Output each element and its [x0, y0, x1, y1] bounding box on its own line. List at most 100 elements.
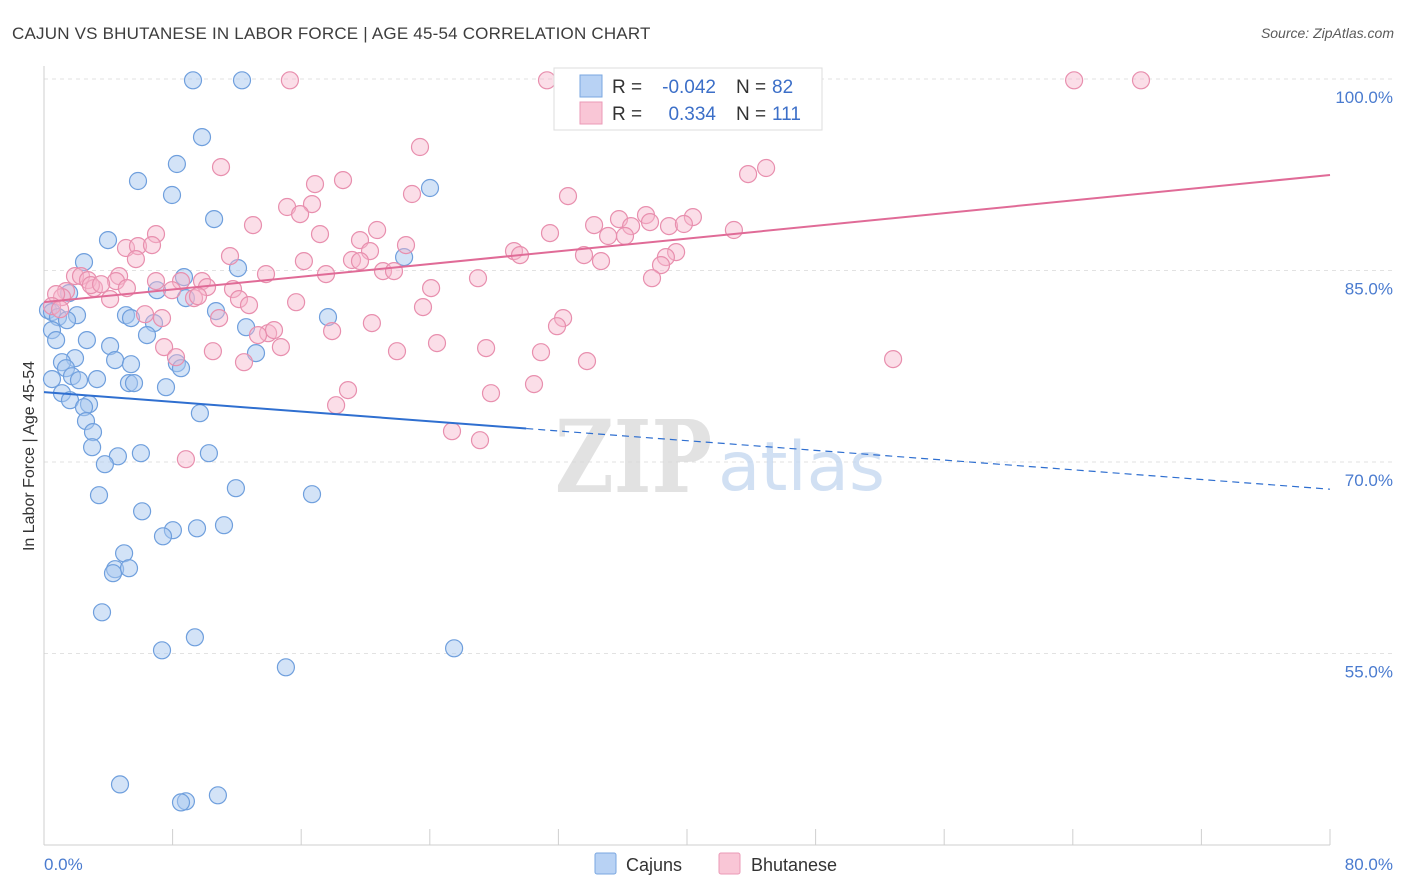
bhutanese-point: [368, 220, 387, 240]
bhutanese-n-value: 111: [772, 104, 801, 125]
bhutanese-point: [220, 247, 240, 266]
bhutanese-point: [362, 314, 381, 333]
bhutanese-point: [100, 290, 120, 309]
bhutanese-point: [323, 322, 342, 341]
cajuns-point: [318, 308, 338, 327]
bhutanese-point: [577, 352, 597, 371]
cajuns-trend-line-extension: [526, 427, 1331, 490]
cajuns-point: [187, 519, 207, 538]
bhutanese-point: [591, 252, 611, 271]
cajuns-trend-line: [43, 391, 527, 430]
bhutanese-point: [211, 158, 231, 177]
bhutanese-point: [243, 216, 263, 235]
bhutanese-point: [674, 214, 694, 234]
bhutanese-point: [210, 309, 229, 328]
bhutanese-point: [1064, 71, 1084, 90]
bhutanese-point: [470, 431, 490, 450]
bhutanese-point: [287, 293, 306, 312]
bhutanese-point: [640, 213, 660, 232]
bhutanese-point: [531, 343, 551, 362]
bhutanese-point: [584, 216, 604, 235]
cajuns-point: [46, 331, 66, 350]
bhutanese-point: [117, 279, 137, 298]
cajuns-point: [57, 311, 77, 330]
bhutanese-point: [248, 326, 268, 345]
cajuns-point: [103, 564, 123, 583]
bhutanese-n-label: N =: [736, 104, 766, 125]
bhutanese-legend-swatch: [718, 852, 741, 875]
bhutanese-point: [350, 252, 370, 271]
y-tick-label: 85.0%: [1345, 280, 1393, 299]
cajuns-point: [246, 344, 266, 363]
cajuns-point: [128, 171, 148, 191]
cajuns-point: [121, 309, 141, 328]
bhutanese-point: [481, 384, 501, 403]
bhutanese-point: [333, 171, 353, 190]
bhutanese-point: [598, 226, 618, 246]
cajuns-point: [69, 371, 89, 390]
cajuns-point: [190, 404, 209, 423]
bhutanese-point: [203, 342, 222, 361]
bhutanese-point: [91, 275, 111, 294]
cajuns-point: [82, 438, 102, 457]
bhutanese-point: [239, 296, 259, 315]
cajuns-point: [420, 178, 440, 198]
cajuns-point: [105, 351, 125, 370]
bhutanese-point: [659, 217, 679, 236]
bhutanese-point: [305, 175, 325, 194]
cajuns-point: [208, 786, 227, 805]
bhutanese-point: [146, 272, 166, 291]
cajuns-point: [199, 444, 218, 463]
y-tick-label: 70.0%: [1345, 471, 1393, 490]
bhutanese-point: [46, 285, 66, 304]
cajuns-point: [74, 253, 94, 272]
bhutanese-point: [442, 422, 462, 441]
cajuns-point: [77, 331, 97, 350]
cajuns-legend-swatch: [594, 852, 617, 875]
bhutanese-point: [574, 246, 594, 265]
cajuns-point: [171, 359, 191, 378]
bhutanese-point: [724, 220, 744, 240]
bhutanese-point: [280, 71, 299, 90]
bhutanese-point: [413, 298, 433, 317]
bhutanese-point: [338, 381, 358, 400]
bhutanese-point: [166, 348, 186, 367]
bhutanese-point: [477, 339, 496, 358]
series-legend: Cajuns Bhutanese: [594, 852, 837, 875]
watermark-zip: ZIP: [555, 398, 712, 516]
bhutanese-point: [410, 137, 430, 157]
bhutanese-point: [387, 342, 407, 361]
cajuns-point: [95, 455, 115, 474]
bhutanese-point: [229, 290, 249, 309]
cajuns-point: [214, 516, 234, 535]
bhutanese-point: [135, 305, 155, 324]
cajuns-point: [131, 444, 150, 463]
bhutanese-point: [468, 269, 488, 288]
bhutanese-point: [294, 252, 313, 271]
cajuns-point: [89, 486, 109, 505]
cajuns-point: [156, 378, 176, 397]
cajuns-points: [38, 71, 464, 812]
bhutanese-point: [234, 353, 254, 372]
cajuns-point: [183, 71, 203, 90]
cajuns-point: [232, 71, 252, 90]
bhutanese-swatch: [579, 101, 603, 125]
bhutanese-point: [1131, 71, 1151, 90]
bhutanese-point: [883, 350, 903, 369]
bhutanese-point: [106, 272, 126, 291]
bhutanese-point: [188, 287, 208, 306]
cajuns-point: [192, 128, 212, 147]
bhutanese-point: [621, 217, 641, 236]
cajuns-point: [185, 628, 204, 647]
bhutanese-point: [176, 450, 195, 469]
cajuns-point: [226, 479, 245, 498]
cajuns-point: [205, 210, 224, 229]
bhutanese-point: [271, 338, 290, 357]
cajuns-point: [276, 658, 295, 677]
bhutanese-point: [155, 338, 174, 357]
bhutanese-point: [402, 184, 422, 204]
bhutanese-r-label: R =: [612, 104, 642, 125]
cajuns-point: [42, 370, 62, 389]
bhutanese-points: [42, 71, 1151, 469]
